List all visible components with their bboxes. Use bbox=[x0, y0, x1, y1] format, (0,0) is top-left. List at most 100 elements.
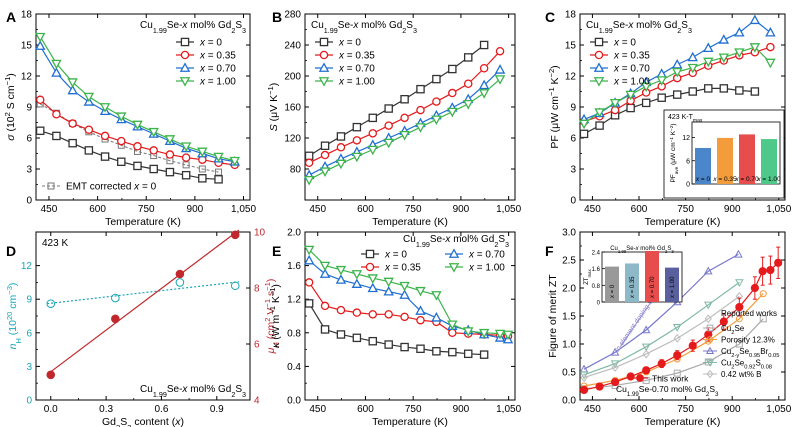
text-segment: 2 bbox=[3, 112, 12, 116]
y-tick-label: 9 bbox=[26, 103, 32, 114]
text-segment: 2 bbox=[706, 391, 710, 398]
data-point bbox=[368, 310, 378, 319]
data-point bbox=[367, 145, 379, 156]
text-segment: 3 bbox=[242, 26, 246, 35]
text-segment: Cu bbox=[140, 20, 153, 31]
y-tick-label: 9 bbox=[570, 103, 576, 114]
chart-title: Cu1.99Se-x mol% Gd2S3 bbox=[586, 20, 692, 35]
y-tick-label: 160 bbox=[284, 103, 301, 114]
data-point bbox=[84, 146, 94, 155]
data-point bbox=[100, 131, 110, 141]
text-segment: = 0.70 bbox=[344, 64, 375, 75]
legend-label: x = 0.35 bbox=[199, 51, 236, 62]
chart-title: Cu1.99Se-x mol% Gd2S3 bbox=[311, 20, 417, 35]
text-segment: 2 bbox=[116, 423, 120, 427]
y-tick-label: 12 bbox=[21, 261, 33, 272]
data-point bbox=[495, 46, 505, 56]
data-point bbox=[400, 312, 409, 322]
inset-bar bbox=[605, 266, 619, 302]
text-segment: 2 bbox=[263, 317, 272, 321]
data-point bbox=[400, 95, 409, 104]
text-segment: Gd bbox=[481, 234, 494, 245]
panel-E: 450 600 750 900 1,050 0.0 0.4 0.8 1.2 1.6 2.0 Tempe… bbox=[268, 228, 522, 427]
text-segment: % bbox=[768, 336, 775, 345]
text-segment: x bbox=[695, 176, 700, 183]
data-point bbox=[336, 132, 346, 141]
text-segment: Cu bbox=[616, 384, 627, 394]
y-tick-label: 2.0 bbox=[562, 284, 576, 295]
text-segment: x bbox=[630, 294, 636, 299]
legend-label: Cu2Se bbox=[721, 324, 745, 336]
text-segment: 2 bbox=[731, 330, 734, 336]
data-point bbox=[479, 64, 489, 73]
inset-bar bbox=[665, 267, 679, 302]
inset-bar-label: x = 1.00 bbox=[670, 276, 676, 299]
text-segment: Figure of merit ZT bbox=[547, 274, 559, 358]
text-segment: x bbox=[199, 64, 206, 75]
data-point bbox=[416, 315, 425, 325]
x-tick-label: 0.6 bbox=[154, 404, 168, 415]
text-segment: = 0 bbox=[699, 176, 710, 183]
inset-frame bbox=[691, 121, 781, 185]
data-point bbox=[304, 151, 314, 161]
y-tick-label: 280 bbox=[284, 10, 301, 21]
text-segment: s bbox=[265, 291, 277, 299]
legend-marker bbox=[365, 249, 375, 259]
text-segment: μ bbox=[265, 347, 277, 354]
data-point bbox=[642, 366, 651, 375]
data-point bbox=[149, 146, 158, 155]
data-point bbox=[230, 230, 240, 240]
data-point bbox=[198, 174, 207, 183]
x-tick-label: 600 bbox=[357, 204, 374, 215]
inset-y-tick-label: 12 bbox=[682, 135, 690, 142]
inset-bar bbox=[695, 147, 711, 184]
text-segment: Gd bbox=[218, 20, 231, 31]
inset-y-tick-label: 6 bbox=[686, 158, 690, 165]
data-point bbox=[51, 59, 62, 70]
text-segment: = 0 bbox=[205, 38, 222, 49]
text-segment: Cu bbox=[721, 324, 731, 333]
x-tick-label: 900 bbox=[453, 404, 470, 415]
data-point bbox=[111, 314, 120, 324]
y-tick-label: 15 bbox=[21, 41, 33, 52]
data-point bbox=[34, 40, 46, 50]
text-segment: Cu bbox=[311, 20, 324, 31]
data-point bbox=[133, 142, 142, 151]
text-segment: x bbox=[610, 294, 616, 299]
text-segment: 2 bbox=[677, 26, 681, 35]
x-tick-label: 900 bbox=[453, 204, 470, 215]
text-segment: % bbox=[747, 370, 756, 379]
y-axis-label: PF (μW cm−1 K−2) bbox=[547, 65, 562, 148]
data-point bbox=[367, 274, 379, 284]
data-point bbox=[657, 93, 666, 102]
text-segment: ) bbox=[265, 279, 277, 283]
x-tick-label: 450 bbox=[584, 404, 601, 415]
data-point bbox=[384, 340, 393, 349]
text-segment: 20 bbox=[5, 312, 14, 320]
data-point bbox=[304, 299, 314, 308]
legend-marker bbox=[319, 50, 329, 60]
data-point bbox=[335, 159, 347, 170]
text-segment: x bbox=[712, 176, 717, 183]
x-tick-label: 1,050 bbox=[766, 404, 791, 415]
x-tick-label: 1,050 bbox=[231, 204, 256, 215]
x-tick-label: 900 bbox=[724, 404, 741, 415]
data-point bbox=[479, 350, 489, 359]
x-axis-label: Temperature (K) bbox=[372, 416, 448, 427]
y-tick-label: 240 bbox=[284, 41, 301, 52]
text-segment: −1 bbox=[266, 86, 275, 95]
data-point bbox=[35, 126, 45, 136]
text-segment: ) bbox=[670, 123, 677, 125]
data-point bbox=[303, 175, 315, 186]
data-point bbox=[197, 147, 208, 158]
inset-y-tick-label: 0 bbox=[686, 182, 690, 189]
text-segment: = 0.35 bbox=[619, 51, 650, 62]
legend-label: x = 0.35 bbox=[338, 51, 375, 62]
text-segment: x bbox=[468, 250, 475, 261]
data-point bbox=[100, 152, 110, 161]
data-point bbox=[626, 372, 635, 381]
y-tick-label: 1.0 bbox=[562, 340, 576, 351]
text-segment: −3 bbox=[5, 286, 14, 295]
data-point bbox=[303, 245, 315, 256]
plot-frame bbox=[35, 231, 251, 401]
